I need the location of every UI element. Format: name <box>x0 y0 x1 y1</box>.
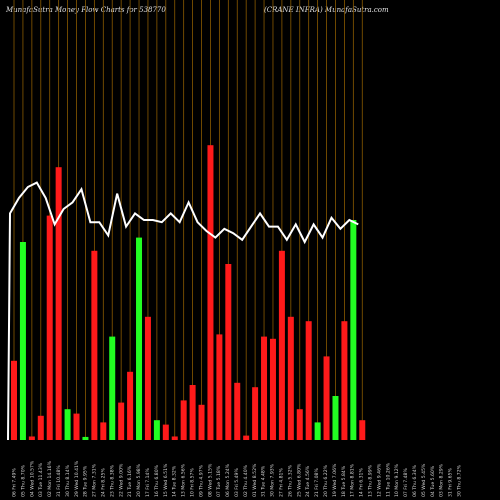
x-tick-label: 21 Tue 6.16% <box>127 465 133 497</box>
x-tick-label: 31 Fri 10.48% <box>56 465 62 497</box>
money-flow-bar <box>180 400 187 440</box>
x-tick-label: 26 Thu 5.32% <box>287 464 293 497</box>
money-flow-bar <box>162 424 169 440</box>
x-tick-label: 31 Tue 4.48% <box>261 465 267 497</box>
money-flow-bar <box>198 404 205 440</box>
money-flow-bar <box>341 321 348 440</box>
x-tick-label: 24 Tue 4.56% <box>305 465 311 497</box>
chart-title-left: MunafaSutra Money Flow Charts for 538770 <box>6 6 166 14</box>
x-tick-label: 14 Tue 8.32% <box>172 465 178 497</box>
money-flow-bar <box>189 385 196 440</box>
x-tick-label: 11 Tue 10.26% <box>385 462 391 497</box>
x-tick-label: 03 Fri 5.49% <box>234 468 240 497</box>
x-tick-label: 02 Thu 4.40% <box>243 464 249 497</box>
money-flow-bar <box>225 264 232 440</box>
x-tick-label: 09 Thu 4.97% <box>198 464 204 497</box>
x-tick-label: 19 Wed 7.06% <box>332 463 338 497</box>
money-flow-bar <box>207 145 214 440</box>
money-flow-bar <box>252 387 259 440</box>
x-tick-label: 13 Mon 6.56% <box>181 463 187 497</box>
x-tick-label: 12 Wed 9.46% <box>376 463 382 497</box>
x-tick-label: 20 Mon 5.98% <box>136 463 142 497</box>
x-tick-label: 29 Wed 10.41% <box>74 460 80 497</box>
money-flow-bar <box>46 215 53 440</box>
x-tick-label: 03 Mon 8.29% <box>439 463 445 497</box>
x-tick-label: 04 Wed 10.57% <box>29 460 35 497</box>
x-tick-label: 27 Fri 4.81% <box>279 468 285 497</box>
x-tick-label: 16 Thu 6.80% <box>154 464 160 497</box>
x-tick-label: 08 Wed 5.15% <box>207 463 213 497</box>
money-flow-bar <box>109 336 116 440</box>
money-flow-bar <box>144 316 151 440</box>
x-tick-label: 05 Wed 5.45% <box>421 463 427 497</box>
money-flow-bar <box>359 420 366 440</box>
x-tick-label: 15 Wed 6.51% <box>163 463 169 497</box>
money-flow-bar <box>19 242 26 440</box>
x-tick-label: 30 Thu 8.72% <box>457 464 463 497</box>
money-flow-bar <box>332 396 339 440</box>
money-flow-bar <box>64 409 71 440</box>
x-tick-label: 10 Fri 8.57% <box>190 468 196 497</box>
money-flow-bar <box>73 413 80 440</box>
x-tick-label: 14 Fri 6.31% <box>359 468 365 497</box>
x-tick-label: 10 Mon 9.12% <box>394 463 400 497</box>
money-flow-bar <box>171 436 178 440</box>
x-tick-label: 24 Fri 8.25% <box>101 468 107 497</box>
x-tick-label: 04 Tue 5.60% <box>430 465 436 497</box>
x-tick-label: 01 Wed 8.52% <box>252 463 258 497</box>
x-tick-label: 20 Thu 6.22% <box>323 464 329 497</box>
money-flow-line <box>7 181 359 441</box>
x-tick-label: 31 Fri 9.65% <box>448 468 454 497</box>
money-flow-bar <box>323 356 330 440</box>
x-tick-label: 27 Mon 7.31% <box>92 463 98 497</box>
x-tick-label: 25 Wed 6.80% <box>296 463 302 497</box>
money-flow-bar <box>136 237 143 440</box>
money-flow-bar <box>305 321 312 440</box>
money-flow-bar <box>234 382 241 440</box>
x-tick-label: 03 Tue 11.43% <box>38 462 44 497</box>
money-flow-bar <box>37 415 44 440</box>
x-tick-label: 22 Wed 9.00% <box>118 463 124 497</box>
x-tick-label: 17 Mon 8.81% <box>350 463 356 497</box>
x-tick-label: 17 Fri 7.14% <box>145 468 151 497</box>
x-tick-label: 28 Tue 9.95% <box>83 465 89 497</box>
money-flow-bar <box>269 338 276 440</box>
x-tick-label: 02 Mon 14.16% <box>47 460 53 497</box>
x-tick-label: 06 Thu 6.34% <box>412 464 418 497</box>
x-tick-label: 18 Tue 5.84% <box>341 465 347 497</box>
x-tick-label: 06 Fri 7.49% <box>12 468 18 497</box>
money-flow-bar <box>243 435 250 440</box>
money-flow-bar <box>118 402 125 440</box>
money-flow-bar <box>314 422 321 440</box>
money-flow-bar <box>11 360 17 440</box>
money-flow-bar <box>91 250 98 440</box>
money-flow-bar <box>55 167 62 440</box>
x-tick-label: 30 Mon 7.93% <box>270 463 276 497</box>
money-flow-bar <box>153 420 160 440</box>
money-flow-bar <box>287 316 294 440</box>
money-flow-bar <box>261 336 268 440</box>
x-tick-label: 30 Thu 8.14% <box>65 464 71 497</box>
x-tick-label: 21 Fri 7.08% <box>314 468 320 497</box>
x-tick-label: 05 Thu 8.70% <box>20 464 26 497</box>
x-tick-label: 06 Mon 5.24% <box>225 463 231 497</box>
x-tick-label: 13 Thu 8.99% <box>368 464 374 497</box>
money-flow-bar <box>127 371 134 440</box>
money-flow-bar <box>350 220 357 440</box>
money-flow-bar <box>28 436 35 440</box>
money-flow-bar <box>100 422 107 440</box>
money-flow-bar <box>296 409 303 440</box>
x-tick-label: 07 Tue 5.18% <box>216 465 222 497</box>
money-flow-bar <box>82 436 89 440</box>
money-flow-bar <box>216 334 223 440</box>
money-flow-bar <box>278 250 285 440</box>
x-tick-label: 07 Fri 7.48% <box>403 468 409 497</box>
x-tick-label: 23 Thu 8.38% <box>109 464 115 497</box>
